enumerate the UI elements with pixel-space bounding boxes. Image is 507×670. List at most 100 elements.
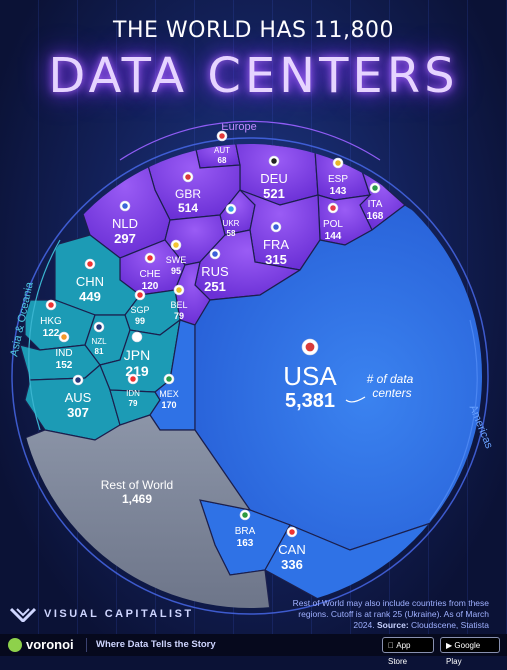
- flag-gbr-emblem: [185, 174, 191, 180]
- flag-rus-emblem: [212, 251, 218, 257]
- source-label: Source:: [377, 620, 409, 630]
- label-ind: IND: [55, 348, 72, 359]
- label-bel: BEL: [170, 300, 187, 310]
- value-nzl: 81: [95, 347, 104, 356]
- footer-tagline: Where Data Tells the Story: [96, 639, 216, 650]
- value-pol: 144: [325, 231, 342, 242]
- google-play-label: Google Play: [446, 641, 481, 666]
- value-fra: 315: [265, 252, 287, 267]
- label-aus: AUS: [65, 390, 92, 405]
- footer-bar: voronoi Where Data Tells the Story  App…: [0, 634, 507, 666]
- value-sgp: 99: [135, 316, 145, 326]
- flag-pol-emblem: [330, 205, 336, 211]
- flag-idn-emblem: [130, 376, 136, 382]
- label-hkg: HKG: [40, 316, 62, 327]
- label-usa: USA: [283, 361, 337, 391]
- label-ita: ITA: [368, 199, 383, 210]
- footnote: Rest of World may also include countries…: [279, 598, 489, 631]
- flag-nld-emblem: [122, 203, 128, 209]
- label-gbr: GBR: [175, 187, 201, 201]
- label-can: CAN: [278, 542, 305, 557]
- flag-bra-emblem: [242, 512, 248, 518]
- value-bra: 163: [237, 538, 254, 549]
- flag-chn-emblem: [87, 261, 93, 267]
- label-jpn: JPN: [124, 347, 150, 363]
- flag-ita-emblem: [372, 185, 378, 191]
- google-play-button[interactable]: ▶ Google Play: [440, 637, 500, 666]
- label-aut: AUT: [214, 146, 230, 155]
- footer-divider: [86, 638, 87, 652]
- flag-mex-emblem: [166, 376, 172, 382]
- value-aut: 68: [218, 156, 227, 165]
- flag-usa-emblem: [305, 342, 315, 352]
- label-bra: BRA: [235, 526, 256, 537]
- title-top: THE WORLD HAS 11,800: [113, 18, 394, 43]
- flag-ind-emblem: [61, 334, 67, 340]
- flag-can-emblem: [289, 529, 295, 535]
- value-rest-of-world: 1,469: [122, 492, 152, 506]
- label-esp: ESP: [328, 174, 348, 185]
- label-pol: POL: [323, 219, 343, 230]
- label-swe: SWE: [166, 255, 187, 265]
- value-swe: 95: [171, 266, 181, 276]
- visual-capitalist-brand: VISUAL CAPITALIST: [10, 606, 194, 622]
- value-ita: 168: [367, 211, 384, 222]
- annotation-line-1: # of data: [367, 372, 414, 386]
- value-che: 120: [142, 281, 159, 292]
- asia-arc: [28, 239, 61, 431]
- flag-aus-emblem: [75, 377, 81, 383]
- flag-swe-emblem: [173, 242, 179, 248]
- apple-icon: : [388, 641, 394, 650]
- annotation-line-2: centers: [372, 386, 411, 400]
- value-bel: 79: [174, 311, 184, 321]
- google-play-icon: ▶: [446, 641, 453, 650]
- label-fra: FRA: [263, 237, 289, 252]
- outer-ring-circle: [11, 137, 489, 615]
- value-idn: 79: [129, 399, 138, 408]
- annotation-text: # of data centers: [367, 372, 414, 400]
- app-store-button[interactable]:  App Store: [382, 637, 434, 666]
- value-aus: 307: [67, 405, 89, 420]
- value-hkg: 122: [43, 328, 60, 339]
- flag-jpn-emblem: [134, 334, 140, 340]
- flag-bel-emblem: [176, 287, 182, 293]
- value-rus: 251: [204, 279, 226, 294]
- label-sgp: SGP: [130, 305, 149, 315]
- flag-esp-emblem: [335, 160, 341, 166]
- footnote-text: Rest of World may also include countries…: [292, 598, 489, 630]
- label-mex: MEX: [159, 389, 179, 399]
- value-mex: 170: [161, 400, 176, 410]
- source-text: Cloudscene, Statista: [411, 620, 489, 630]
- value-ind: 152: [56, 360, 73, 371]
- label-rus: RUS: [201, 264, 229, 279]
- label-che: CHE: [139, 269, 160, 280]
- value-usa: 5,381: [285, 390, 335, 412]
- value-can: 336: [281, 557, 303, 572]
- value-ukr: 58: [227, 229, 236, 238]
- flag-sgp-emblem: [137, 292, 143, 298]
- value-deu: 521: [263, 186, 285, 201]
- flag-hkg-emblem: [48, 302, 54, 308]
- visual-capitalist-logo-icon: [10, 607, 36, 622]
- label-deu: DEU: [260, 171, 287, 186]
- voronoi-name: voronoi: [26, 637, 74, 652]
- annotation-arrow: [345, 396, 366, 403]
- brand-name: VISUAL CAPITALIST: [44, 608, 194, 620]
- page-title: DATA CENTERS: [48, 48, 459, 104]
- flag-aut-emblem: [219, 133, 225, 139]
- label-idn: IDN: [126, 389, 140, 398]
- flag-ukr-emblem: [228, 206, 234, 212]
- flag-nzl-emblem: [96, 324, 102, 330]
- value-nld: 297: [114, 231, 136, 246]
- label-ukr: UKR: [223, 219, 240, 228]
- label-chn: CHN: [76, 274, 104, 289]
- voronoi-logo-icon: [8, 637, 22, 652]
- label-nld: NLD: [112, 216, 138, 231]
- value-esp: 143: [330, 186, 347, 197]
- americas-arc: [429, 319, 478, 521]
- label-nzl: NZL: [91, 337, 107, 346]
- voronoi-link[interactable]: voronoi: [8, 637, 74, 652]
- flag-fra-emblem: [273, 224, 279, 230]
- value-gbr: 514: [178, 201, 198, 215]
